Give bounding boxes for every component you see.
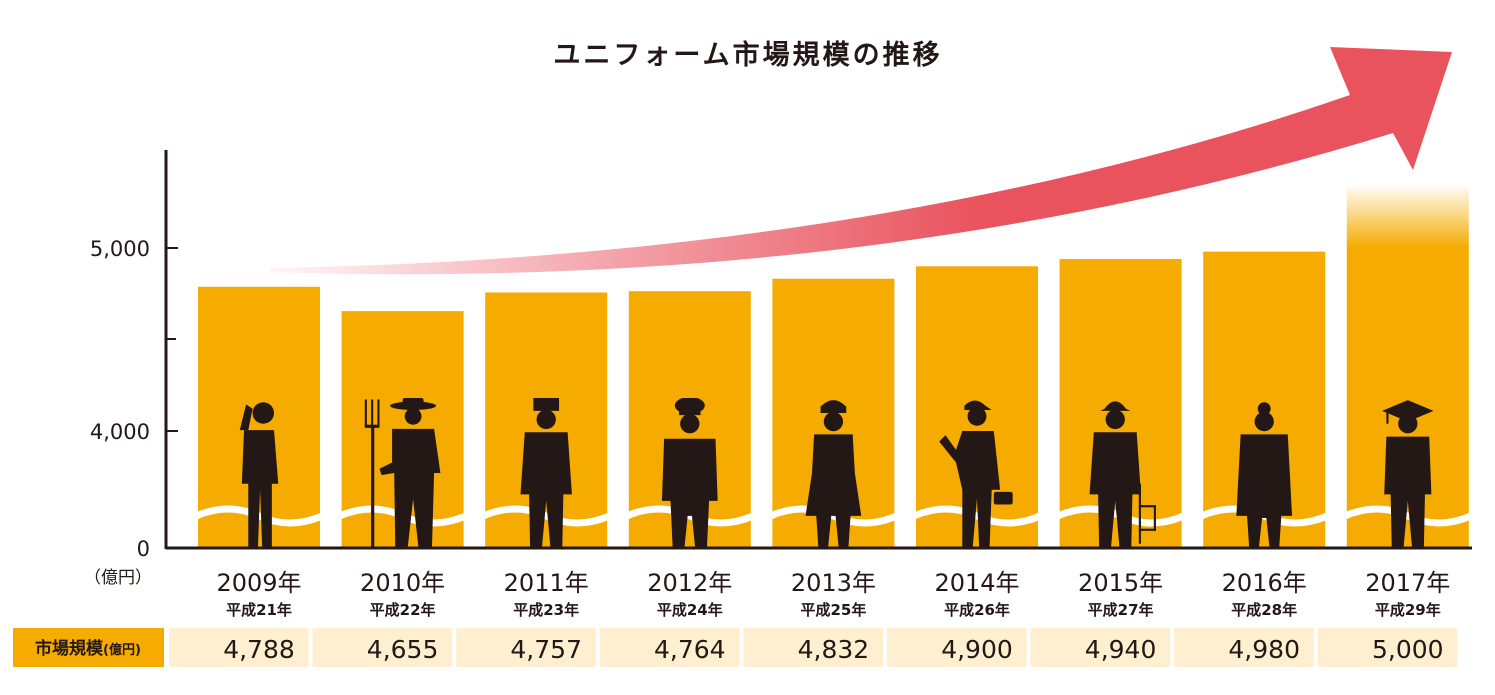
table-value: 5,000: [1372, 635, 1444, 664]
axis-break-wave: [1343, 505, 1473, 527]
axis-break-wave: [481, 505, 611, 527]
x-label-era: 平成29年: [1375, 601, 1441, 619]
x-label-year: 2009年: [216, 569, 301, 597]
x-label-year: 2014年: [934, 569, 1019, 597]
table-cell: [169, 628, 309, 667]
y-tick-label: 5,000: [90, 237, 150, 261]
axis-break-wave: [769, 505, 898, 527]
table-cell: [1174, 628, 1314, 667]
table-cell: [312, 628, 453, 667]
table-header-unit: (億円): [103, 642, 141, 658]
table-value: 4,980: [1228, 635, 1300, 664]
y-tick-label: 4,000: [90, 420, 150, 444]
x-label-era: 平成23年: [513, 601, 579, 619]
x-label-year: 2010年: [360, 569, 445, 597]
x-label-year: 2016年: [1222, 569, 1307, 597]
axis-break-wave: [912, 505, 1042, 527]
x-label-era: 平成26年: [944, 601, 1010, 619]
table-cell: [743, 628, 883, 667]
x-label-era: 平成22年: [370, 601, 436, 619]
bar-2017-fade: [1346, 184, 1469, 248]
table-value: 4,757: [510, 635, 582, 664]
table-cell: [887, 628, 1027, 667]
axis-break-wave: [625, 505, 755, 527]
x-label-year: 2012年: [647, 569, 732, 597]
table-header-main: 市場規模: [35, 638, 104, 659]
table-header-cell: [13, 628, 164, 667]
table-cell: [456, 628, 596, 667]
x-label-year: 2013年: [791, 569, 876, 597]
table-value: 4,764: [654, 635, 726, 664]
table-value: 4,940: [1085, 635, 1157, 664]
x-label-year: 2011年: [504, 569, 589, 597]
bar-2017年: [1346, 248, 1469, 548]
table-value: 4,900: [941, 635, 1013, 664]
growth-arrow: [270, 47, 1452, 275]
chart-title: ユニフォーム市場規模の推移: [553, 39, 942, 71]
x-label-era: 平成25年: [800, 601, 866, 619]
table-value: 4,832: [798, 635, 870, 664]
x-label-year: 2017年: [1365, 569, 1450, 597]
x-label-era: 平成24年: [657, 601, 723, 619]
x-label-year: 2015年: [1078, 569, 1163, 597]
table-header-label: 市場規模(億円): [35, 638, 141, 659]
x-label-era: 平成21年: [226, 601, 292, 619]
y-tick-label: 0: [137, 537, 150, 561]
table-value: 4,788: [223, 635, 295, 664]
x-label-era: 平成28年: [1231, 601, 1297, 619]
table-cell: [1317, 628, 1458, 667]
table-cell: [599, 628, 740, 667]
y-unit-label: （億円）: [84, 568, 152, 588]
table-cell: [1030, 628, 1171, 667]
table-value: 4,655: [367, 635, 439, 664]
x-label-era: 平成27年: [1088, 601, 1154, 619]
